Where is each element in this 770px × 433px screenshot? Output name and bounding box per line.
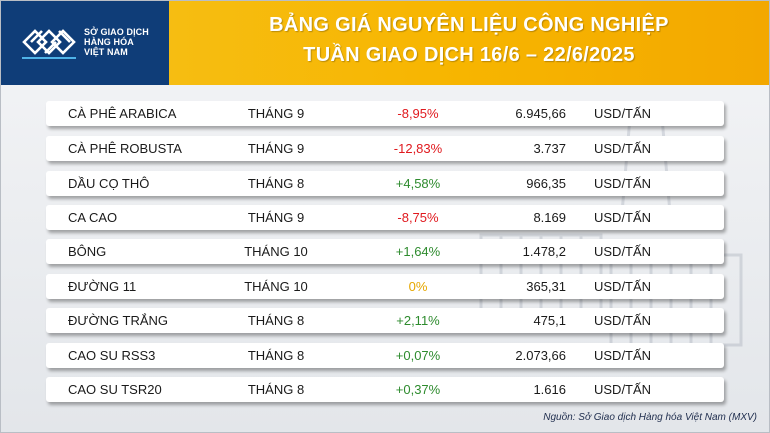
- price-unit: USD/TẤN: [594, 348, 652, 363]
- contract-month: THÁNG 8: [247, 176, 305, 191]
- contract-month: THÁNG 8: [247, 348, 305, 363]
- price-unit: USD/TẤN: [594, 382, 652, 397]
- table-row: CAO SU RSS3 THÁNG 8 +0,07% 2.073,66 USD/…: [46, 343, 724, 368]
- page-title: BẢNG GIÁ NGUYÊN LIỆU CÔNG NGHIỆP TUẦN GI…: [169, 10, 769, 70]
- weekly-change: +4,58%: [395, 176, 441, 191]
- closing-price: 1.616: [533, 382, 566, 397]
- price-unit: USD/TẤN: [594, 210, 652, 225]
- header-banner: SỞ GIAO DỊCH HÀNG HÓA VIỆT NAM BẢNG GIÁ …: [1, 1, 769, 85]
- contract-month: THÁNG 10: [244, 279, 308, 294]
- table-row: ĐƯỜNG 11 THÁNG 10 0% 365,31 USD/TẤN: [46, 274, 724, 299]
- closing-price: 2.073,66: [515, 348, 566, 363]
- price-unit: USD/TẤN: [594, 141, 652, 156]
- weekly-change: +0,37%: [395, 382, 441, 397]
- closing-price: 475,1: [533, 313, 566, 328]
- commodity-name: DẦU CỌ THÔ: [68, 176, 150, 191]
- table-row: CAO SU TSR20 THÁNG 8 +0,37% 1.616 USD/TẤ…: [46, 377, 724, 402]
- commodity-name: CÀ PHÊ ARABICA: [68, 106, 177, 121]
- commodity-name: ĐƯỜNG 11: [68, 279, 137, 294]
- closing-price: 3.737: [533, 141, 566, 156]
- table-row: CÀ PHÊ ARABICA THÁNG 9 -8,95% 6.945,66 U…: [46, 101, 724, 126]
- weekly-change: +1,64%: [395, 244, 441, 259]
- commodity-name: ĐƯỜNG TRẮNG: [68, 313, 169, 328]
- table-row: DẦU CỌ THÔ THÁNG 8 +4,58% 966,35 USD/TẤN: [46, 171, 724, 196]
- contract-month: THÁNG 9: [247, 210, 305, 225]
- mxv-logo-icon: [22, 29, 76, 59]
- contract-month: THÁNG 8: [247, 382, 305, 397]
- logo-line-2: HÀNG HÓA: [84, 37, 134, 47]
- title-line-1: BẢNG GIÁ NGUYÊN LIỆU CÔNG NGHIỆP: [269, 14, 669, 36]
- commodity-name: CÀ PHÊ ROBUSTA: [68, 141, 182, 156]
- weekly-change: +2,11%: [396, 313, 440, 328]
- commodity-name: CA CAO: [68, 210, 118, 225]
- price-unit: USD/TẤN: [594, 106, 652, 121]
- weekly-change: +0,07%: [395, 348, 441, 363]
- table-row: CA CAO THÁNG 9 -8,75% 8.169 USD/TẤN: [46, 205, 724, 230]
- source-note: Nguồn: Sở Giao dịch Hàng hóa Việt Nam (M…: [543, 412, 757, 423]
- title-line-2: TUẦN GIAO DỊCH 16/6 – 22/6/2025: [303, 44, 635, 66]
- logo-line-3: VIỆT NAM: [84, 47, 128, 57]
- price-unit: USD/TẤN: [594, 279, 652, 294]
- logo-text: SỞ GIAO DỊCH HÀNG HÓA VIỆT NAM: [84, 27, 149, 57]
- weekly-change: 0%: [408, 279, 428, 294]
- contract-month: THÁNG 9: [247, 141, 305, 156]
- table-row: ĐƯỜNG TRẮNG THÁNG 8 +2,11% 475,1 USD/TẤN: [46, 308, 724, 333]
- price-unit: USD/TẤN: [594, 176, 652, 191]
- table-row: BÔNG THÁNG 10 +1,64% 1.478,2 USD/TẤN: [46, 239, 724, 264]
- commodity-name: BÔNG: [68, 244, 107, 259]
- logo-line-1: SỞ GIAO DỊCH: [84, 27, 149, 37]
- commodity-name: CAO SU TSR20: [68, 382, 162, 397]
- price-unit: USD/TẤN: [594, 313, 652, 328]
- table-row: CÀ PHÊ ROBUSTA THÁNG 9 -12,83% 3.737 USD…: [46, 136, 724, 161]
- contract-month: THÁNG 10: [244, 244, 308, 259]
- contract-month: THÁNG 8: [247, 313, 305, 328]
- closing-price: 966,35: [526, 176, 566, 191]
- closing-price: 1.478,2: [522, 244, 566, 259]
- closing-price: 6.945,66: [515, 106, 566, 121]
- price-unit: USD/TẤN: [594, 244, 652, 259]
- logo: SỞ GIAO DỊCH HÀNG HÓA VIỆT NAM: [1, 1, 169, 85]
- closing-price: 365,31: [526, 279, 566, 294]
- weekly-change: -8,75%: [397, 210, 439, 225]
- commodity-name: CAO SU RSS3: [68, 348, 156, 363]
- contract-month: THÁNG 9: [247, 106, 305, 121]
- closing-price: 8.169: [533, 210, 566, 225]
- weekly-change: -12,83%: [393, 141, 443, 156]
- weekly-change: -8,95%: [397, 106, 439, 121]
